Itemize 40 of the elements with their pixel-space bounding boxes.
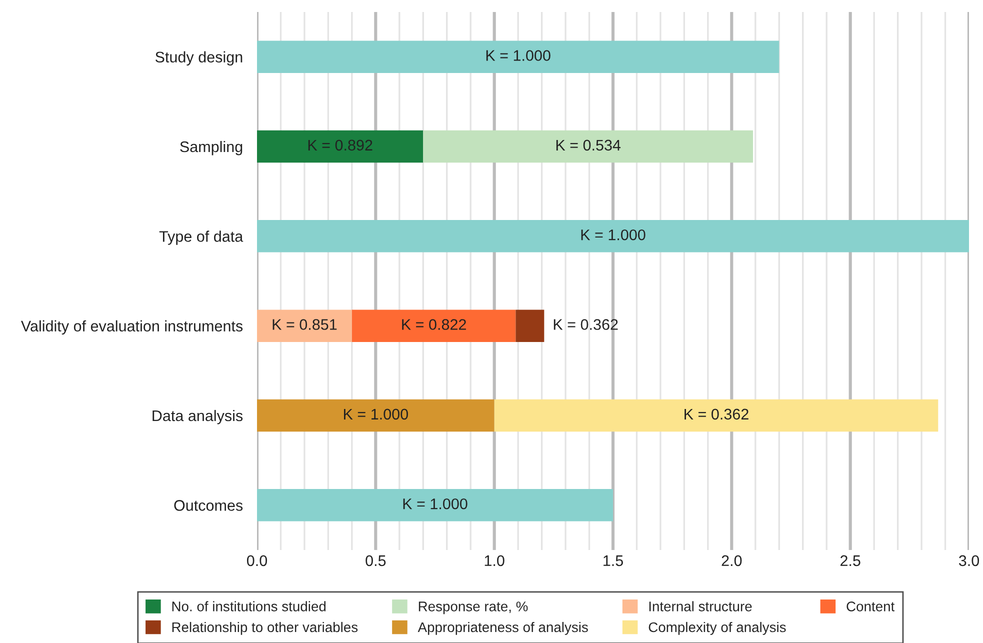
bar — [423, 130, 754, 163]
bar — [257, 40, 780, 73]
legend-label: No. of institutions studied — [172, 601, 326, 612]
y-tick-label: Study design — [155, 51, 242, 66]
bar — [257, 220, 969, 252]
bar — [494, 399, 938, 432]
x-tick-label: 2.0 — [722, 555, 742, 566]
x-tick-label: 0.0 — [246, 555, 268, 566]
annotation: K = 1.000 — [344, 408, 408, 420]
legend-label: Relationship to other variables — [172, 622, 358, 635]
legend-label: Complexity of analysis — [648, 622, 786, 635]
annotation: K = 1.000 — [403, 498, 468, 510]
y-tick-label: Type of data — [159, 230, 244, 245]
legend-label: Internal structure — [649, 601, 752, 612]
y-tick-label: Validity of evaluation instruments — [20, 320, 243, 335]
y-tick-label: Data analysis — [152, 410, 243, 424]
annotation: K = 0.822 — [402, 319, 466, 330]
annotation: K = 1.000 — [486, 50, 550, 61]
x-tick-label: 2.5 — [840, 555, 860, 566]
annotation: K = 0.362 — [554, 319, 618, 330]
bar — [516, 310, 544, 342]
annotation: K = 0.851 — [272, 319, 337, 330]
bar — [257, 130, 424, 163]
annotation: K = 0.534 — [556, 140, 621, 151]
x-tick-label: 3.0 — [958, 555, 980, 566]
legend-label: Response rate, % — [418, 602, 528, 614]
bar — [257, 310, 352, 342]
y-tick-label: Outcomes — [174, 500, 243, 511]
annotation: K = 1.000 — [581, 229, 646, 240]
legend-label: Content — [846, 602, 895, 612]
annotation: K = 0.362 — [684, 408, 748, 420]
x-tick-label: 1.0 — [484, 555, 504, 566]
x-tick-label: 0.5 — [366, 555, 386, 566]
y-tick-label: Sampling — [180, 140, 242, 156]
annotation: K = 0.892 — [308, 140, 372, 151]
bar — [257, 489, 613, 522]
x-tick-label: 1.5 — [604, 555, 623, 566]
bar — [257, 399, 494, 432]
legend-label: Appropriateness of analysis — [418, 622, 588, 635]
bar — [352, 310, 516, 342]
